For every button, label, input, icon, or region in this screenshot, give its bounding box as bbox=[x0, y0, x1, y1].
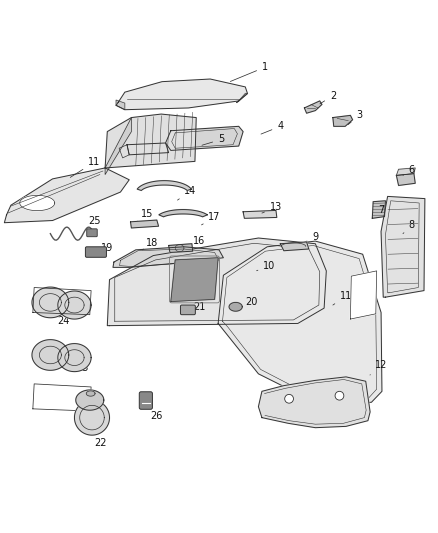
Text: 16: 16 bbox=[186, 236, 205, 247]
Polygon shape bbox=[237, 93, 247, 103]
Circle shape bbox=[285, 394, 293, 403]
Polygon shape bbox=[107, 238, 326, 326]
Polygon shape bbox=[333, 115, 353, 126]
Polygon shape bbox=[159, 209, 207, 217]
Polygon shape bbox=[396, 174, 415, 185]
Polygon shape bbox=[74, 400, 110, 435]
Text: 3: 3 bbox=[348, 110, 362, 125]
Polygon shape bbox=[258, 377, 370, 427]
Text: 25: 25 bbox=[88, 216, 100, 231]
Polygon shape bbox=[131, 220, 159, 228]
Text: 11: 11 bbox=[333, 291, 352, 305]
Polygon shape bbox=[105, 114, 196, 168]
Text: 20: 20 bbox=[239, 296, 258, 306]
Text: 26: 26 bbox=[149, 408, 163, 421]
Text: 15: 15 bbox=[136, 209, 153, 223]
Text: 18: 18 bbox=[142, 238, 159, 250]
Polygon shape bbox=[58, 344, 91, 372]
Polygon shape bbox=[127, 143, 169, 155]
Polygon shape bbox=[396, 168, 415, 175]
Polygon shape bbox=[243, 211, 277, 219]
Text: 17: 17 bbox=[201, 213, 221, 225]
Polygon shape bbox=[32, 340, 69, 370]
FancyBboxPatch shape bbox=[85, 247, 106, 257]
Text: 6: 6 bbox=[403, 165, 415, 175]
Text: 9: 9 bbox=[305, 232, 318, 242]
Text: 11: 11 bbox=[70, 157, 100, 177]
Polygon shape bbox=[116, 79, 247, 110]
Polygon shape bbox=[137, 181, 191, 190]
Polygon shape bbox=[32, 287, 69, 318]
FancyBboxPatch shape bbox=[139, 392, 152, 409]
Text: 13: 13 bbox=[262, 203, 282, 213]
Text: 21: 21 bbox=[188, 302, 205, 312]
Polygon shape bbox=[105, 118, 131, 174]
Text: 12: 12 bbox=[370, 360, 387, 375]
Polygon shape bbox=[304, 101, 322, 113]
Text: 14: 14 bbox=[177, 186, 197, 200]
Polygon shape bbox=[76, 390, 104, 410]
Polygon shape bbox=[58, 291, 91, 319]
Text: 1: 1 bbox=[230, 62, 268, 82]
Polygon shape bbox=[113, 247, 223, 268]
Text: 4: 4 bbox=[261, 122, 283, 134]
Text: 24: 24 bbox=[57, 310, 70, 326]
Text: 23: 23 bbox=[76, 354, 88, 373]
Polygon shape bbox=[350, 271, 377, 319]
Polygon shape bbox=[280, 242, 309, 251]
FancyBboxPatch shape bbox=[180, 305, 195, 314]
Polygon shape bbox=[116, 100, 125, 110]
Polygon shape bbox=[20, 195, 55, 211]
Text: 10: 10 bbox=[257, 261, 276, 271]
Polygon shape bbox=[171, 258, 218, 302]
Polygon shape bbox=[169, 244, 193, 253]
Polygon shape bbox=[381, 197, 425, 297]
Polygon shape bbox=[166, 126, 243, 150]
Text: 2: 2 bbox=[320, 91, 336, 104]
Text: 5: 5 bbox=[202, 134, 224, 146]
Text: 22: 22 bbox=[95, 431, 107, 448]
Polygon shape bbox=[86, 391, 95, 396]
Polygon shape bbox=[4, 168, 129, 223]
Polygon shape bbox=[229, 302, 242, 311]
Text: 19: 19 bbox=[96, 243, 113, 254]
Circle shape bbox=[335, 391, 344, 400]
Text: 7: 7 bbox=[378, 205, 384, 217]
Polygon shape bbox=[119, 145, 129, 158]
FancyBboxPatch shape bbox=[87, 229, 97, 237]
Text: 8: 8 bbox=[403, 220, 415, 233]
Polygon shape bbox=[372, 201, 385, 219]
Polygon shape bbox=[218, 241, 382, 405]
